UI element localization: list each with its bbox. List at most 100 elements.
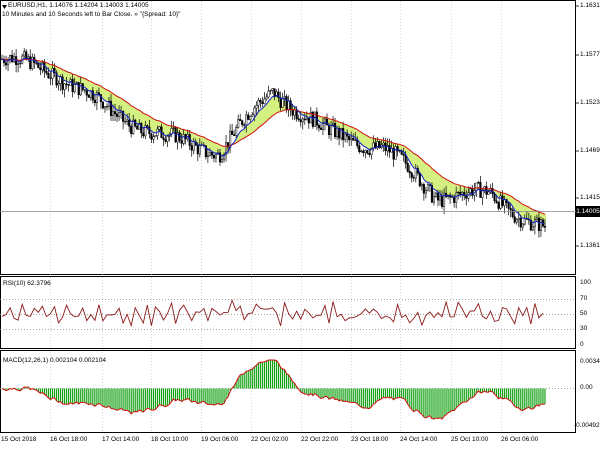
candle-body — [481, 190, 484, 198]
candle-body — [319, 127, 322, 130]
candle-body — [507, 202, 510, 209]
candle-body — [87, 94, 90, 98]
price-panel[interactable] — [0, 0, 576, 275]
candle-body — [376, 141, 379, 149]
candle-body — [158, 126, 161, 130]
candle-body — [235, 127, 238, 136]
candle-body — [220, 158, 224, 163]
candle-body — [340, 128, 343, 139]
candle-body — [495, 200, 498, 203]
rsi-line — [1, 299, 544, 328]
candle-body — [237, 119, 240, 128]
candle-body — [430, 185, 433, 203]
candle-body — [43, 62, 46, 72]
candle-body — [111, 111, 115, 116]
candle-body — [257, 100, 260, 106]
candle-body — [352, 137, 355, 141]
macd-signal-line — [1, 359, 545, 420]
candle-body — [445, 192, 448, 198]
collapse-triangle-icon[interactable] — [2, 5, 7, 9]
candle-body — [164, 139, 167, 142]
candle-body — [11, 54, 14, 63]
symbol-label: EURUSD,H1 — [8, 2, 46, 9]
fast-ma-line — [1, 57, 546, 225]
time-tick: 19 Oct 06:00 — [201, 436, 239, 443]
macd-level: 0.003426 — [580, 358, 600, 365]
candle-body — [208, 152, 211, 157]
candle-body — [225, 142, 228, 156]
candle-body — [49, 77, 52, 79]
candle-body — [388, 145, 391, 153]
price-axis-ticks — [576, 5, 579, 247]
candle-body — [344, 133, 347, 140]
candle-body — [263, 98, 266, 104]
candle-body — [249, 116, 252, 120]
candle-body — [406, 163, 409, 172]
candle-body — [372, 142, 375, 149]
candle-body — [214, 153, 218, 159]
candle-body — [301, 118, 304, 123]
candle-body — [253, 107, 256, 115]
candle-body — [273, 88, 276, 97]
candle-body — [103, 106, 106, 109]
rsi-level: 30 — [580, 325, 588, 332]
candle-body — [346, 133, 349, 137]
candle-body — [93, 99, 96, 104]
ohlc-label: 1.14076 1.14204 1.14003 1.14005 — [49, 2, 149, 9]
candle-body — [475, 182, 478, 191]
price-tick: 1.14690 — [580, 147, 600, 154]
candle-body — [293, 109, 296, 116]
candle-body — [501, 195, 504, 206]
candle-body — [265, 96, 268, 100]
candle-body — [317, 124, 320, 129]
candle-body — [132, 119, 135, 134]
candle-body — [382, 142, 385, 146]
time-tick: 26 Oct 06:00 — [501, 436, 539, 443]
candle-body — [459, 191, 462, 195]
candle-body — [259, 100, 262, 103]
candle-body — [420, 184, 423, 187]
candle-body — [378, 141, 381, 148]
macd-level: -0.004927 — [574, 422, 600, 429]
candle-body — [210, 152, 213, 156]
rsi-label: RSI(10) 62.3796 — [3, 280, 51, 287]
candle-body — [198, 145, 201, 155]
candle-body — [386, 145, 389, 152]
candle-body — [138, 123, 141, 130]
candle-body — [245, 114, 248, 126]
candle-body — [162, 137, 165, 140]
candle-body — [73, 84, 76, 93]
candle-body — [251, 114, 254, 117]
candle-body — [136, 125, 139, 130]
candle-body — [47, 72, 50, 79]
candle-body — [402, 153, 405, 156]
rsi-level: 70 — [580, 295, 588, 302]
time-tick: 17 Oct 14:00 — [102, 436, 140, 443]
candle-body — [67, 84, 70, 86]
candle-body — [453, 196, 456, 203]
candle-body — [227, 142, 230, 148]
candle-body — [95, 92, 98, 104]
candle-body — [517, 217, 520, 220]
candle-body — [394, 146, 397, 160]
candle-body — [370, 147, 373, 155]
candle-body — [521, 223, 524, 228]
macd-label: MACD(12,26,1) 0.002104 0.002104 — [3, 357, 106, 364]
rsi-level: 100 — [580, 279, 591, 286]
candle-body — [515, 219, 518, 223]
candle-body — [79, 83, 82, 96]
candle-body — [334, 122, 337, 138]
candle-body — [289, 100, 292, 111]
candle-body — [511, 209, 514, 217]
candle-body — [469, 188, 472, 194]
candle-body — [279, 97, 282, 108]
price-tick: 1.15770 — [580, 51, 600, 58]
candle-body — [204, 145, 207, 157]
price-tick: 1.13615 — [580, 242, 600, 249]
chart-header: EURUSD,H1, 1.14076 1.14204 1.14003 1.140… — [8, 2, 149, 9]
candle-body — [303, 118, 306, 121]
candle-body — [130, 125, 133, 134]
candle-body — [432, 196, 436, 203]
candle-body — [281, 98, 284, 108]
